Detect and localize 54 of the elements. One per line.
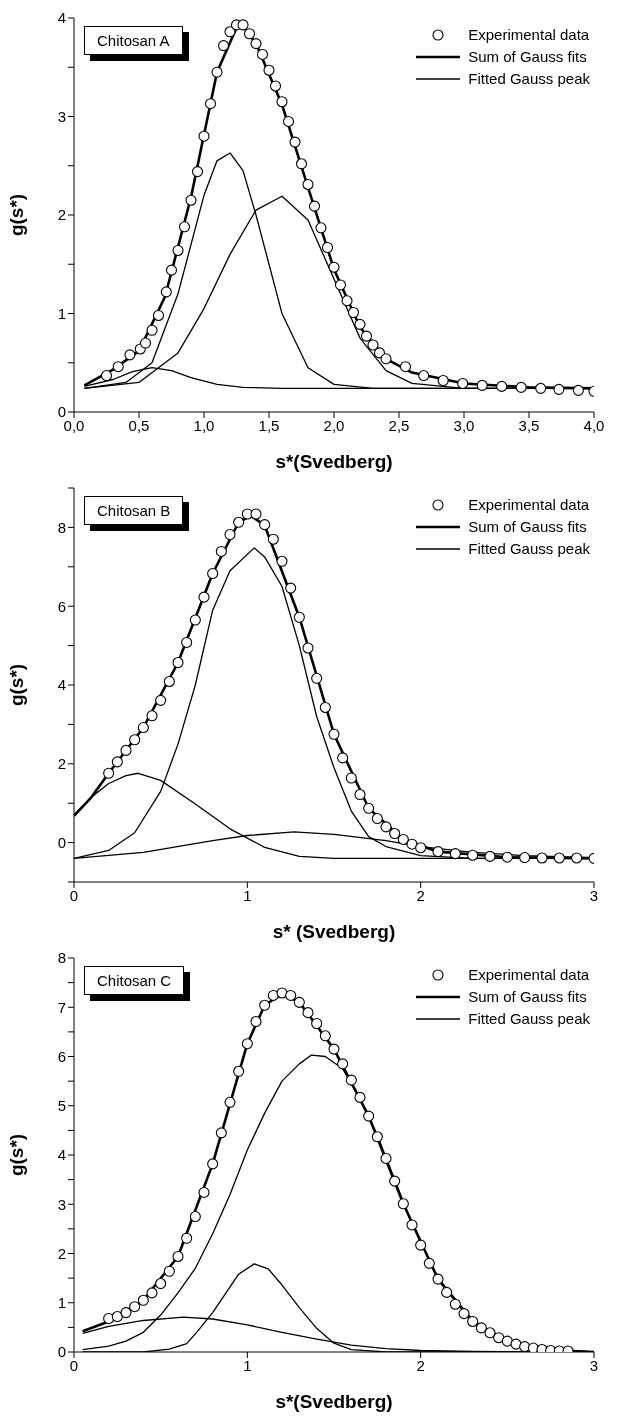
y-tick-label: 2: [57, 206, 66, 224]
legend-label: Fitted Gauss peak: [468, 1009, 590, 1029]
y-tick-label: 6: [57, 597, 66, 615]
x-axis-title: s* (Svedberg): [272, 921, 396, 942]
y-axis-title: g(s*): [5, 193, 27, 237]
y-tick-label: 3: [57, 107, 66, 125]
legend-label: Experimental data: [468, 495, 590, 515]
legend-label: Sum of Gauss fits: [468, 517, 587, 537]
text: Chitosan C: [84, 966, 185, 995]
text: Chitosan B: [84, 496, 184, 525]
y-axis-title: g(s*): [5, 1133, 27, 1177]
y-tick-label: 0: [57, 833, 66, 851]
x-tick-label: 3,5: [518, 416, 540, 434]
x-tick-label: 3: [589, 886, 599, 904]
y-tick-label: 4: [57, 676, 66, 694]
y-tick-label: 5: [57, 1097, 66, 1115]
x-axis-title: s*(Svedberg): [275, 451, 393, 472]
y-tick-label: 4: [57, 9, 66, 27]
x-axis-title: s*(Svedberg): [275, 1391, 393, 1412]
legend-label: Experimental data: [468, 965, 590, 985]
text: Chitosan A: [84, 26, 183, 55]
x-tick-label: 1: [243, 1356, 252, 1374]
x-tick-label: 0: [69, 886, 79, 904]
y-tick-label: 1: [57, 1294, 66, 1312]
y-tick-label: 7: [57, 998, 66, 1016]
x-tick-label: 0,5: [128, 416, 150, 434]
y-tick-label: 2: [57, 755, 66, 773]
y-tick-label: 2: [57, 1244, 66, 1262]
x-tick-label: 2: [416, 886, 425, 904]
x-tick-label: 2,5: [388, 416, 410, 434]
y-tick-label: 3: [57, 1195, 66, 1213]
y-tick-label: 8: [57, 518, 66, 536]
x-tick-label: 1,5: [258, 416, 280, 434]
x-tick-label: 3,0: [453, 416, 475, 434]
y-tick-label: 0: [57, 403, 66, 421]
y-tick-label: 8: [57, 949, 66, 967]
x-tick-label: 4,0: [583, 416, 605, 434]
x-tick-label: 0,0: [63, 416, 85, 434]
x-tick-label: 0: [69, 1356, 79, 1374]
y-tick-label: 4: [57, 1146, 66, 1164]
x-tick-label: 2: [416, 1356, 425, 1374]
legend-label: Fitted Gauss peak: [468, 69, 590, 89]
x-tick-label: 1,0: [193, 416, 215, 434]
legend-label: Sum of Gauss fits: [468, 987, 587, 1007]
y-tick-label: 1: [57, 304, 66, 322]
x-tick-label: 2,0: [323, 416, 345, 434]
legend-label: Sum of Gauss fits: [468, 47, 587, 67]
x-tick-label: 1: [243, 886, 252, 904]
legend-label: Experimental data: [468, 25, 590, 45]
x-tick-label: 3: [589, 1356, 599, 1374]
y-tick-label: 0: [57, 1343, 66, 1361]
legend-label: Fitted Gauss peak: [468, 539, 590, 559]
y-tick-label: 6: [57, 1047, 66, 1065]
y-axis-title: g(s*): [5, 663, 27, 707]
